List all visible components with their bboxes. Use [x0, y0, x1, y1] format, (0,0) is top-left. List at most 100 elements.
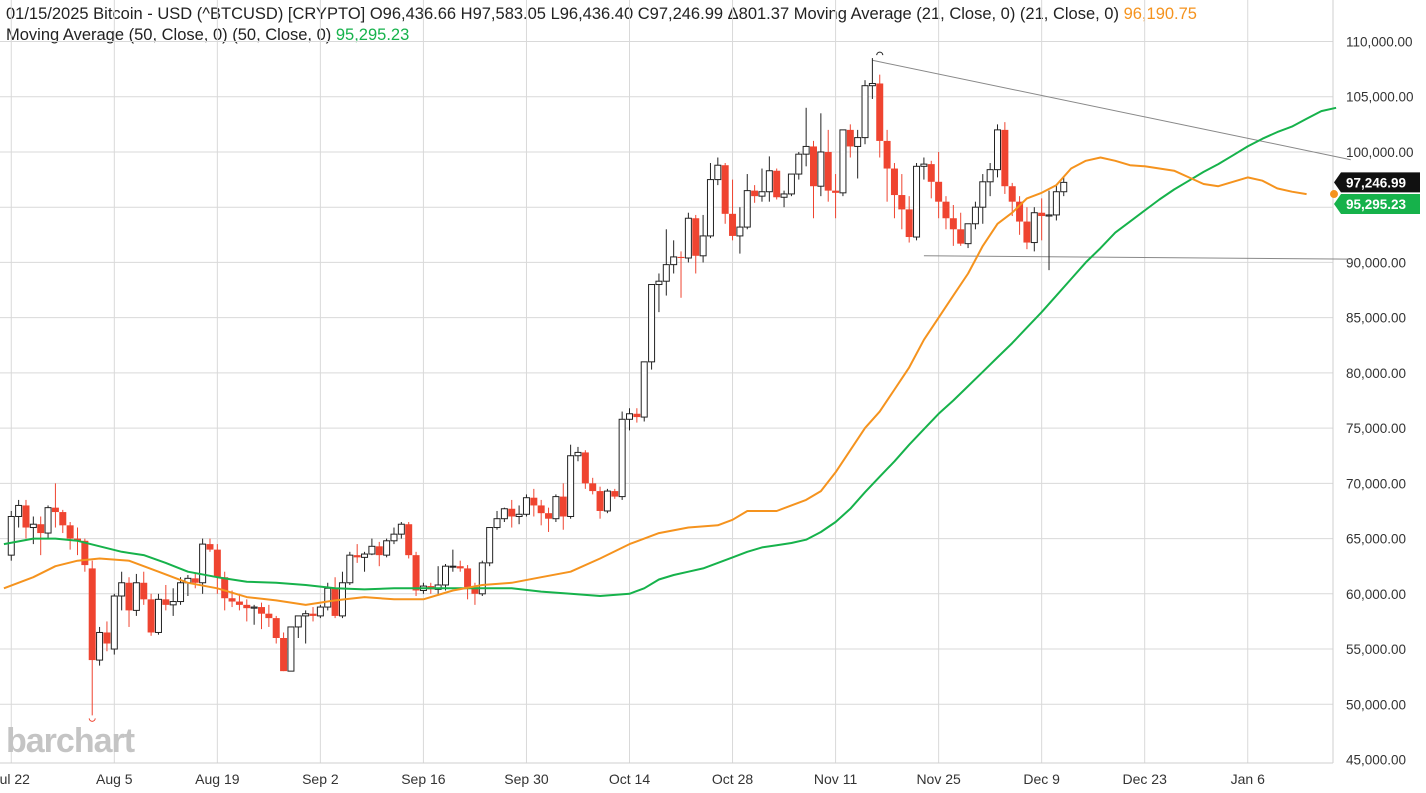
candle-up: [626, 408, 633, 431]
trendline: [923, 255, 1351, 260]
price-label-text: 95,295.23: [1346, 197, 1407, 212]
candle-body: [861, 85, 869, 139]
candle-down: [824, 129, 832, 202]
candle-body: [905, 209, 913, 238]
candle-body: [243, 604, 251, 609]
candle-up: [706, 163, 714, 239]
candle-body: [471, 587, 479, 594]
y-tick-label: 105,000.00: [1346, 90, 1414, 105]
candle-up: [861, 80, 869, 145]
x-tick-label: Nov 25: [916, 771, 961, 787]
candle-down: [59, 509, 67, 534]
candle-body: [213, 549, 221, 578]
candle-body: [802, 145, 810, 155]
candle-up: [449, 549, 457, 572]
candle-down: [1008, 182, 1016, 217]
candle-body: [773, 170, 781, 198]
candle-body: [574, 451, 582, 457]
candle-down: [692, 214, 700, 274]
y-tick-label: 90,000.00: [1346, 255, 1406, 270]
price-label-box: [1334, 193, 1420, 214]
candle-up: [515, 505, 523, 525]
candle-up: [1052, 185, 1060, 221]
candle-up: [618, 411, 626, 500]
moving-averages: [3, 106, 1337, 606]
candle-body: [913, 165, 921, 238]
candle-body: [368, 545, 376, 555]
candle-body: [780, 193, 788, 198]
candle-down: [729, 179, 737, 241]
candle-body: [1045, 214, 1053, 217]
candle-body: [316, 606, 324, 617]
candle-down: [846, 124, 854, 158]
candle-up: [132, 573, 140, 616]
candle-up: [383, 538, 391, 558]
candle-down: [559, 483, 567, 530]
x-tick-label: Sep 16: [401, 771, 446, 787]
candle-body: [405, 524, 413, 556]
candle-down: [773, 168, 781, 200]
candle-up: [338, 571, 346, 619]
candle-up: [44, 505, 52, 539]
candle-body: [868, 82, 876, 87]
candle-down: [88, 560, 96, 716]
candle-body: [324, 587, 332, 608]
candle-body: [361, 553, 369, 558]
candle-body: [839, 129, 847, 194]
candle-down: [191, 572, 199, 589]
candle-body: [854, 137, 862, 147]
candle-body: [118, 582, 126, 597]
y-tick-label: 50,000.00: [1346, 697, 1406, 712]
candle-body: [280, 637, 288, 672]
candle-down: [22, 499, 30, 539]
candle-down: [162, 584, 170, 611]
candle-down: [508, 499, 516, 528]
candle-down: [51, 483, 59, 528]
candle-body: [611, 491, 619, 497]
candle-body: [434, 584, 442, 590]
chart-header-line-2: Moving Average (50, Close, 0) (50, Close…: [6, 25, 409, 45]
x-tick-label: Sep 30: [504, 771, 549, 787]
candle-body: [706, 179, 714, 237]
candle-up: [493, 510, 501, 530]
y-tick-label: 65,000.00: [1346, 532, 1406, 547]
candle-up: [397, 522, 405, 539]
x-tick-label: Aug 5: [96, 771, 133, 787]
candle-body: [478, 562, 486, 595]
candle-body: [132, 582, 140, 611]
candle-down: [206, 538, 214, 552]
y-tick-label: 45,000.00: [1346, 753, 1406, 768]
candle-up: [316, 604, 324, 619]
candle-body: [662, 264, 670, 282]
candle-body: [449, 565, 457, 568]
candle-body: [51, 507, 59, 513]
candle-body: [721, 165, 729, 214]
candle-up: [567, 444, 575, 519]
candle-body: [979, 181, 987, 208]
candle-down: [1023, 207, 1031, 250]
candle-down: [81, 538, 89, 572]
candle-body: [927, 164, 935, 182]
candle-up: [787, 173, 795, 197]
candle-body: [1030, 212, 1038, 244]
candle-body: [177, 582, 185, 603]
candle-down: [611, 488, 619, 499]
candle-body: [765, 170, 773, 193]
candle-body: [228, 598, 236, 602]
candle-body: [59, 512, 67, 526]
candle-body: [88, 568, 96, 661]
candle-body: [677, 256, 685, 259]
candle-up: [1030, 207, 1038, 252]
candle-body: [935, 181, 943, 202]
candle-body: [44, 507, 52, 534]
candle-up: [294, 615, 302, 638]
candle-body: [670, 256, 678, 266]
candle-down: [272, 615, 280, 644]
candle-down: [596, 486, 604, 519]
candle-body: [692, 218, 700, 256]
candle-body: [890, 168, 898, 196]
price-labels: 97,246.99 95,295.23: [1330, 172, 1420, 214]
candle-body: [486, 527, 494, 564]
candle-body: [162, 599, 170, 605]
